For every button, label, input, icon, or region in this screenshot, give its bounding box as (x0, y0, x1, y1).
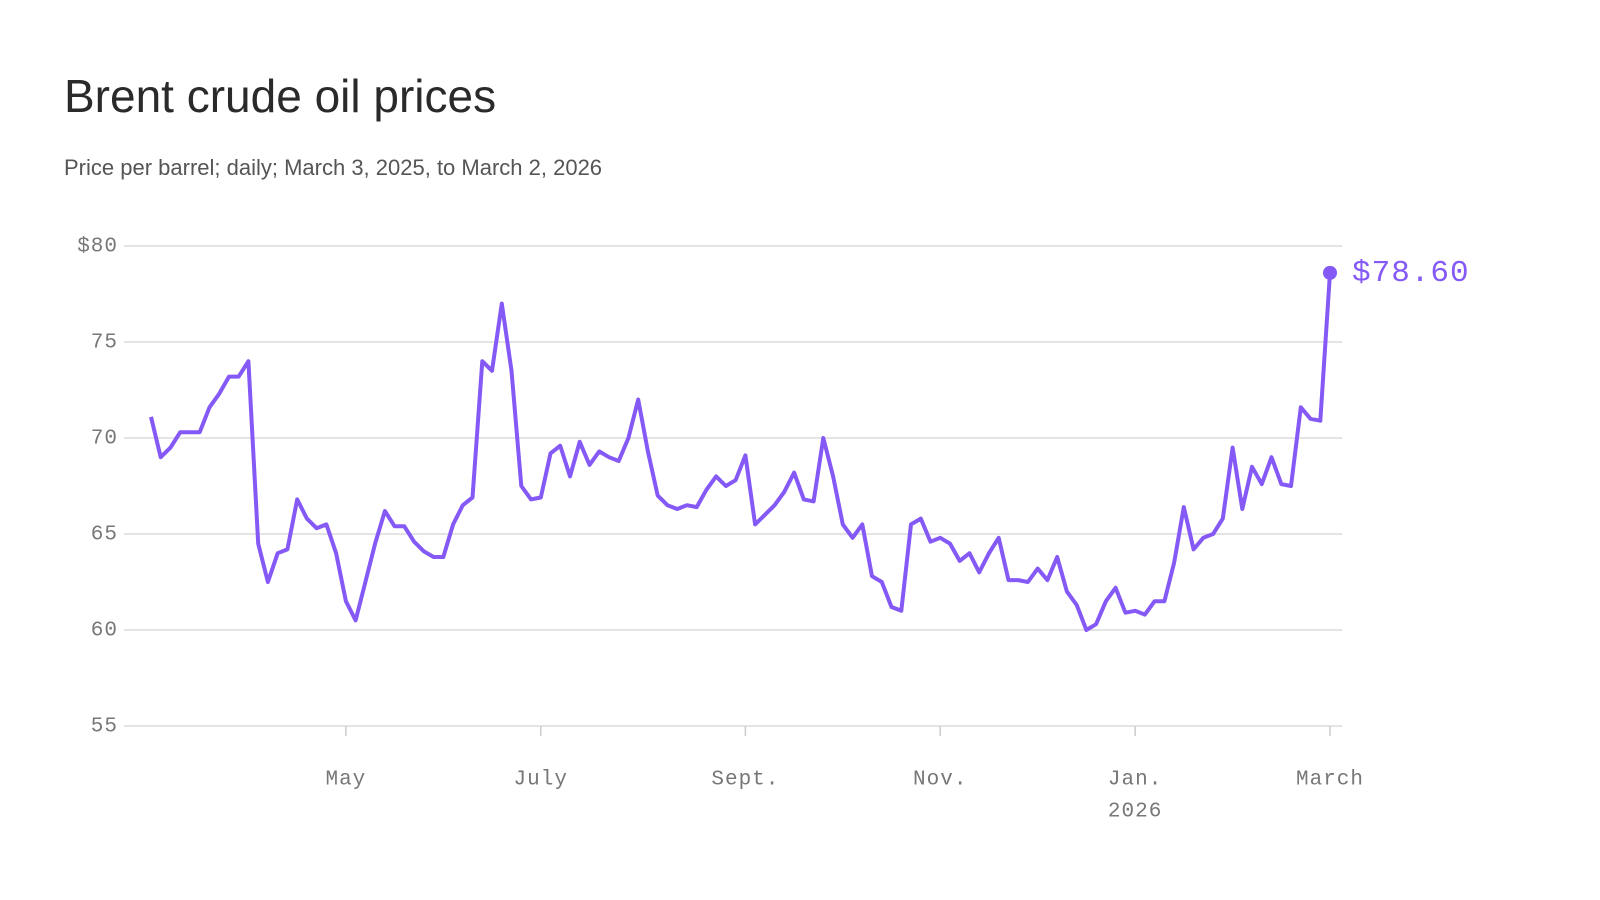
price-line (149, 272, 1332, 632)
x-year-label: 2026 (1108, 801, 1162, 824)
y-tick-label: 55 (91, 716, 118, 739)
y-tick-label: 65 (91, 524, 118, 547)
y-tick-label: 60 (91, 620, 118, 643)
end-value-label: $78.60 (1352, 256, 1470, 291)
x-tick-label: Jan. (1108, 769, 1162, 792)
x-tick-label: Sept. (711, 769, 779, 792)
y-tick-label: 70 (91, 428, 118, 451)
x-tick-label: Nov. (913, 769, 967, 792)
end-dot (1323, 265, 1337, 280)
chart-subtitle: Price per barrel; daily; March 3, 2025, … (64, 155, 602, 180)
chart-title: Brent crude oil prices (64, 70, 496, 122)
y-tick-label: 75 (91, 332, 118, 355)
x-tick-label: May (325, 769, 366, 792)
x-tick-label: March (1296, 769, 1364, 792)
x-tick-label: July (514, 769, 568, 792)
y-tick-label: $80 (77, 236, 118, 259)
